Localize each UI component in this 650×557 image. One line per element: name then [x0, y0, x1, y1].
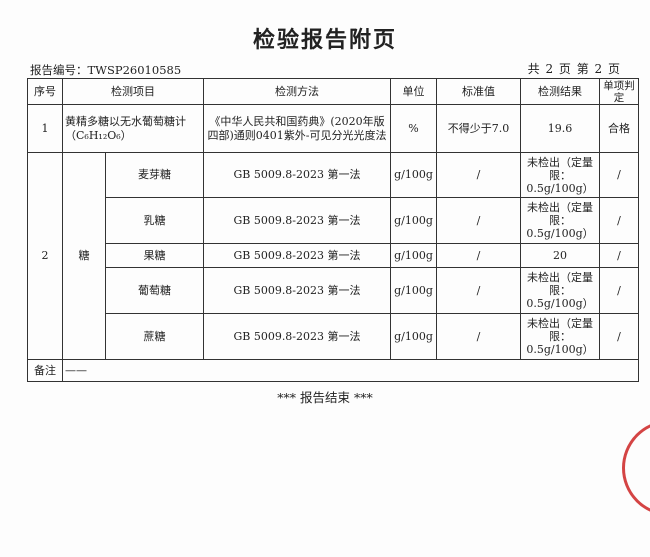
cell-name: 乳糖	[105, 197, 204, 244]
cell-standard: /	[436, 313, 521, 360]
cell-judgement: /	[599, 152, 639, 198]
cell-judgement: /	[599, 313, 639, 360]
header-cell: 单位	[390, 78, 437, 105]
cell-judgement: /	[599, 267, 639, 314]
table-row: 1 黄精多糖以无水葡萄糖计（C₆H₁₂O₆） 《中华人民共和国药典》(2020年…	[27, 104, 639, 153]
cell-unit: g/100g	[390, 152, 437, 198]
header-cell: 标准值	[436, 78, 521, 105]
cell-unit: g/100g	[390, 267, 437, 314]
remark-row: 备注 ——	[27, 359, 639, 382]
page-title: 检验报告附页	[252, 27, 397, 53]
cell-method: GB 5009.8-2023 第一法	[203, 313, 391, 360]
report-end: *** 报告结束 ***	[277, 390, 373, 405]
cell-name: 葡萄糖	[105, 267, 204, 314]
cell-item: 黄精多糖以无水葡萄糖计（C₆H₁₂O₆）	[62, 104, 204, 153]
cell-judgement: /	[599, 197, 639, 244]
cell-result: 未检出（定量限：0.5g/100g）	[520, 267, 600, 314]
cell-method: GB 5009.8-2023 第一法	[203, 152, 391, 198]
sugar-group: 2 糖麦芽糖 GB 5009.8-2023 第一法 g/100g / 未检出（定量限：0.…	[27, 152, 639, 360]
header-cell: 单项判定	[599, 78, 639, 105]
cell-standard: 不得少于7.0	[436, 104, 521, 153]
cell-judgement: 合格	[599, 104, 639, 153]
cell-result: 未检出（定量限：0.5g/100g）	[520, 152, 600, 198]
remark-value: ——	[62, 359, 639, 382]
table-row: 果糖 GB 5009.8-2023 第一法 g/100g/20/	[28, 243, 639, 268]
table-row: 乳糖 GB 5009.8-2023 第一法 g/100g / 未检出（定量限：0.5g/…	[28, 197, 639, 244]
header-cell: 检测项目	[62, 78, 204, 105]
cell-method: GB 5009.8-2023 第一法	[203, 243, 391, 268]
cell-judgement: /	[599, 243, 639, 268]
cell-result: 19.6	[520, 104, 600, 153]
cell-unit: g/100g	[390, 313, 437, 360]
cell-unit: g/100g	[390, 243, 437, 268]
cell-name: 麦芽糖	[105, 152, 204, 198]
cell-unit: %	[390, 104, 437, 153]
report-number: 报告编号：TWSP26010585	[30, 63, 182, 77]
cell-result: 20	[520, 243, 600, 268]
cell-no: 2	[27, 152, 63, 360]
cell-name: 蔗糖	[105, 313, 204, 360]
cell-result: 未检出（定量限：0.5g/100g）	[520, 313, 600, 360]
cell-standard: /	[436, 197, 521, 244]
cell-group: 糖	[62, 152, 106, 360]
table-row: 葡萄糖 GB 5009.8-2023 第一法 g/100g / 未检出（定量限：0.5g…	[28, 267, 639, 314]
cell-method: GB 5009.8-2023 第一法	[203, 267, 391, 314]
table-row: 2 糖麦芽糖 GB 5009.8-2023 第一法 g/100g / 未检出（定量限：0.…	[27, 152, 639, 360]
cell-result: 未检出（定量限：0.5g/100g）	[520, 197, 600, 244]
remark-label: 备注	[27, 359, 63, 382]
header-cell: 序号	[27, 78, 63, 105]
official-stamp	[622, 420, 650, 516]
page-info: 共 2 页 第 2 页	[527, 62, 620, 76]
table-row: 蔗糖 GB 5009.8-2023 第一法 g/100g / 未检出（定量限：0.5g/…	[28, 313, 639, 360]
cell-no: 1	[27, 104, 63, 153]
header-cell: 检测方法	[203, 78, 391, 105]
cell-standard: /	[436, 243, 521, 268]
cell-method: GB 5009.8-2023 第一法	[203, 197, 391, 244]
cell-method: 《中华人民共和国药典》(2020年版四部)通则0401紫外-可见分光光度法	[203, 104, 391, 153]
header-row: 序号 检测项目 检测方法 单位 标准值 检测结果 单项判定	[27, 78, 639, 105]
cell-unit: g/100g	[390, 197, 437, 244]
header-cell: 检测结果	[520, 78, 600, 105]
cell-name: 果糖	[105, 243, 204, 268]
cell-standard: /	[436, 152, 521, 198]
cell-standard: /	[436, 267, 521, 314]
results-table: 序号 检测项目 检测方法 单位 标准值 检测结果 单项判定 1 黄精多糖以无水葡…	[27, 78, 639, 382]
